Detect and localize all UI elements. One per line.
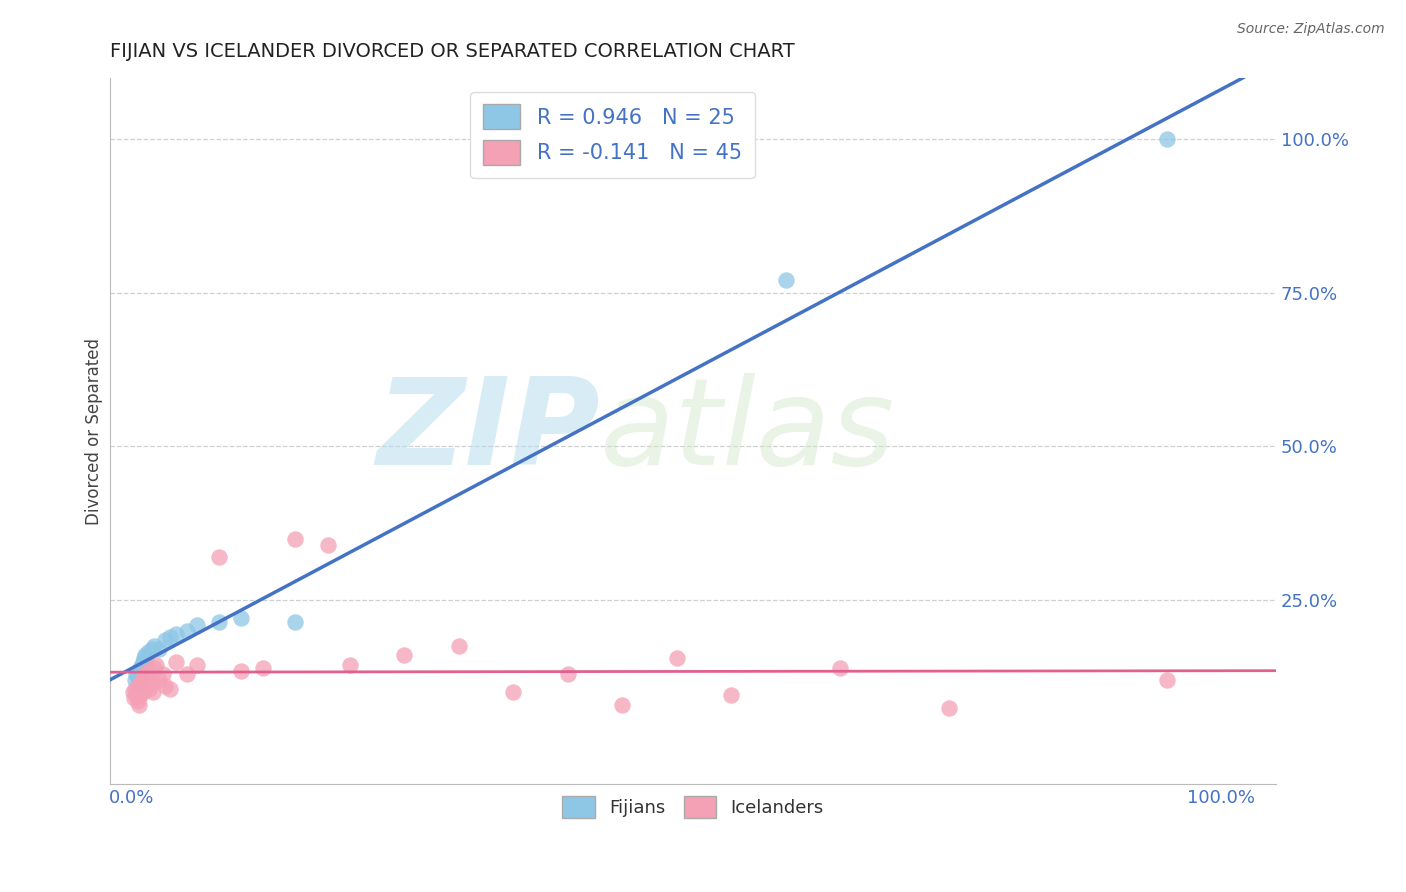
Point [938,700,960,714]
Point [129,664,152,678]
Point [134,648,156,663]
Point [176,624,198,638]
Text: FIJIAN VS ICELANDER DIVORCED OR SEPARATED CORRELATION CHART: FIJIAN VS ICELANDER DIVORCED OR SEPARATE… [110,42,794,61]
Point [557,666,579,681]
Point [502,685,524,699]
Point [1156,132,1178,146]
Point [131,673,153,687]
Point [775,273,797,287]
Point [665,651,688,665]
Text: Source: ZipAtlas.com: Source: ZipAtlas.com [1237,22,1385,37]
Point [128,698,150,712]
Point [124,682,146,697]
Point [122,691,145,706]
Point [124,673,146,687]
Point [128,660,150,674]
Y-axis label: Divorced or Separated: Divorced or Separated [86,337,103,524]
Point [132,655,155,669]
Point [284,532,307,546]
Point [142,639,165,653]
Point [132,670,155,684]
Point [125,688,148,702]
Point [612,698,634,712]
Point [129,676,152,690]
Point [127,670,149,684]
Point [132,651,155,665]
Point [720,688,742,702]
Point [186,617,208,632]
Point [165,627,187,641]
Point [394,648,416,663]
Point [153,679,176,693]
Point [284,615,307,629]
Point [148,642,170,657]
Point [447,639,470,653]
Point [176,666,198,681]
Point [138,682,160,697]
Point [208,615,231,629]
Point [127,679,149,693]
Point [127,694,149,708]
Point [136,676,159,690]
Point [141,642,163,657]
Point [152,666,174,681]
Point [165,655,187,669]
Point [229,611,252,625]
Point [252,660,274,674]
Point [316,538,339,552]
Point [159,630,181,644]
Point [229,664,252,678]
Point [159,682,181,697]
Point [138,664,160,678]
Point [138,645,160,659]
Point [142,660,165,674]
Point [830,660,852,674]
Text: ZIP: ZIP [377,373,600,490]
Point [132,685,155,699]
Point [135,679,157,693]
Point [208,549,231,564]
Point [128,688,150,702]
Point [141,676,163,690]
Point [148,673,170,687]
Text: atlas: atlas [600,373,896,490]
Point [339,657,361,672]
Point [131,657,153,672]
Point [145,657,167,672]
Point [134,666,156,681]
Point [135,651,157,665]
Point [186,657,208,672]
Legend: Fijians, Icelanders: Fijians, Icelanders [555,789,831,825]
Point [153,632,176,647]
Point [128,676,150,690]
Point [142,685,165,699]
Point [1156,673,1178,687]
Point [139,673,162,687]
Point [122,685,145,699]
Point [125,666,148,681]
